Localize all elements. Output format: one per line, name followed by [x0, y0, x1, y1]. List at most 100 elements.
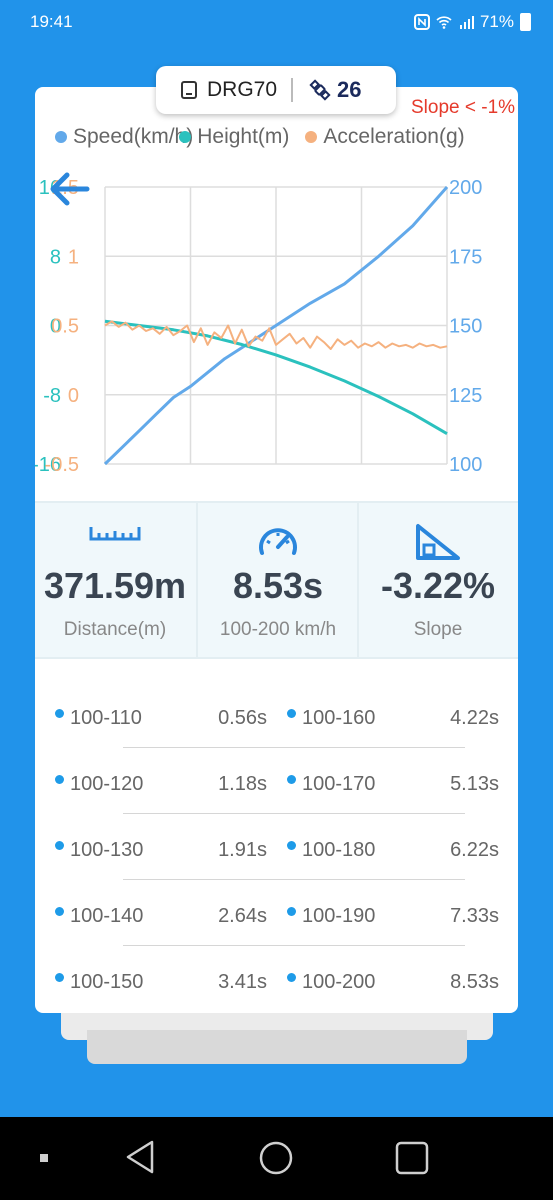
legend-speed: Speed(km/h)	[55, 125, 193, 149]
device-name: DRG70	[207, 78, 278, 101]
legend-height-dot	[179, 131, 192, 143]
split-time-left: 100-140 2.64s	[35, 875, 267, 941]
split-time: 2.64s	[218, 905, 267, 927]
device-icon	[181, 81, 197, 99]
split-range: 100-180	[302, 839, 376, 861]
bullet-dot	[55, 709, 64, 718]
status-icons: 71%	[413, 12, 531, 32]
metric-divider	[196, 503, 198, 657]
split-range: 100-130	[70, 839, 144, 861]
split-range: 100-140	[70, 905, 144, 927]
split-range: 100-200	[302, 971, 376, 993]
speed-axis-tick-label: 200	[449, 177, 482, 199]
split-time-left: 100-110 0.56s	[35, 677, 267, 743]
split-time-right: 100-200 8.53s	[267, 941, 499, 1007]
pill-divider	[291, 78, 294, 102]
ruler-icon	[89, 527, 141, 541]
bullet-dot	[287, 973, 296, 982]
split-time-left: 100-150 3.41s	[35, 941, 267, 1007]
satellite-icon	[309, 79, 331, 101]
split-time: 1.91s	[218, 839, 267, 861]
legend-speed-label: Speed(km/h)	[73, 125, 194, 148]
bullet-dot	[55, 841, 64, 850]
split-range: 100-190	[302, 905, 376, 927]
table-row: 100-140 2.64s 100-190 7.33s	[35, 875, 518, 941]
height-axis-tick-label: 0	[50, 316, 61, 338]
slope-icon	[416, 524, 460, 560]
split-time: 3.41s	[218, 971, 267, 993]
home-nav-icon[interactable]	[258, 1140, 294, 1176]
speed-series-line	[103, 186, 449, 466]
bullet-dot	[55, 973, 64, 982]
speed-axis-tick-label: 150	[449, 316, 482, 338]
speed-axis-tick-label: 100	[449, 454, 482, 476]
split-time-right: 100-190 7.33s	[267, 875, 499, 941]
system-nav-bar	[0, 1117, 553, 1200]
speed-axis-tick-label: 175	[449, 246, 482, 268]
back-nav-icon[interactable]	[122, 1137, 158, 1177]
split-range: 100-160	[302, 707, 376, 729]
row-divider	[123, 879, 465, 880]
bullet-dot	[287, 775, 296, 784]
bullet-dot	[287, 841, 296, 850]
acceleration-axis-tick-label: 0	[68, 385, 79, 407]
back-arrow-icon[interactable]	[47, 167, 91, 211]
legend-height-label: Height(m)	[197, 125, 290, 148]
row-divider	[123, 813, 465, 814]
legend-acceleration-dot	[305, 131, 318, 143]
height-series-line	[104, 319, 448, 435]
distance-value: 371.59m	[43, 565, 187, 606]
split-time: 5.13s	[450, 773, 499, 795]
legend-acceleration-label: Acceleration(g)	[323, 125, 465, 148]
bullet-dot	[287, 709, 296, 718]
satellite-count: 26	[337, 77, 362, 102]
legend-height: Height(m)	[179, 125, 289, 149]
split-time: 8.53s	[450, 971, 499, 993]
device-pill[interactable]: DRG70 26	[156, 66, 396, 114]
slope-label: Slope	[413, 619, 463, 640]
stacked-card-shadow-2	[87, 1030, 467, 1064]
battery-percent: 71%	[479, 12, 514, 31]
bullet-dot	[55, 907, 64, 916]
row-divider	[123, 747, 465, 748]
acceleration-series-line	[104, 320, 448, 350]
legend-speed-dot	[55, 131, 67, 143]
split-range: 100-150	[70, 971, 144, 993]
speed-axis-tick-label: 125	[449, 385, 482, 407]
acceleration-axis-tick-label: 1	[68, 246, 79, 268]
table-row: 100-120 1.18s 100-170 5.13s	[35, 743, 518, 809]
metrics-panel: 371.59m Distance(m) 8.53s 100-200 km/h -…	[35, 501, 518, 659]
split-time-left: 100-120 1.18s	[35, 743, 267, 809]
acceleration-axis-tick-label: 0.5	[51, 316, 79, 338]
slope-filter-label: Slope < -1%	[411, 97, 516, 118]
table-row: 100-110 0.56s 100-160 4.22s	[35, 677, 518, 743]
legend-acceleration: Acceleration(g)	[305, 125, 465, 149]
metric-divider	[357, 503, 359, 657]
battery-icon	[520, 13, 531, 31]
signal-icon	[459, 16, 474, 29]
nfc-icon	[413, 14, 430, 30]
time-label: 100-200 km/h	[219, 619, 337, 640]
table-row: 100-150 3.41s 100-200 8.53s	[35, 941, 518, 1007]
split-range: 100-120	[70, 773, 144, 795]
height-axis-tick-label: -16	[35, 454, 61, 476]
split-time-right: 100-160 4.22s	[267, 677, 499, 743]
height-axis-tick-label: -8	[43, 385, 61, 407]
nav-menu-icon[interactable]	[40, 1154, 48, 1162]
split-time: 7.33s	[450, 905, 499, 927]
recents-nav-icon[interactable]	[394, 1140, 430, 1176]
split-range: 100-110	[70, 707, 142, 729]
time-value: 8.53s	[232, 565, 324, 606]
split-time-left: 100-130 1.91s	[35, 809, 267, 875]
height-axis-tick-label: 8	[50, 246, 61, 268]
status-bar: 19:41 71%	[0, 0, 553, 46]
chart-legend: Speed(km/h) Height(m) Acceleration(g)	[55, 125, 465, 149]
slope-value: -3.22%	[380, 565, 496, 606]
distance-label: Distance(m)	[63, 619, 167, 640]
row-divider	[123, 945, 465, 946]
split-time: 0.56s	[218, 707, 267, 729]
split-time-right: 100-170 5.13s	[267, 743, 499, 809]
status-time: 19:41	[30, 12, 73, 31]
table-row: 100-130 1.91s 100-180 6.22s	[35, 809, 518, 875]
